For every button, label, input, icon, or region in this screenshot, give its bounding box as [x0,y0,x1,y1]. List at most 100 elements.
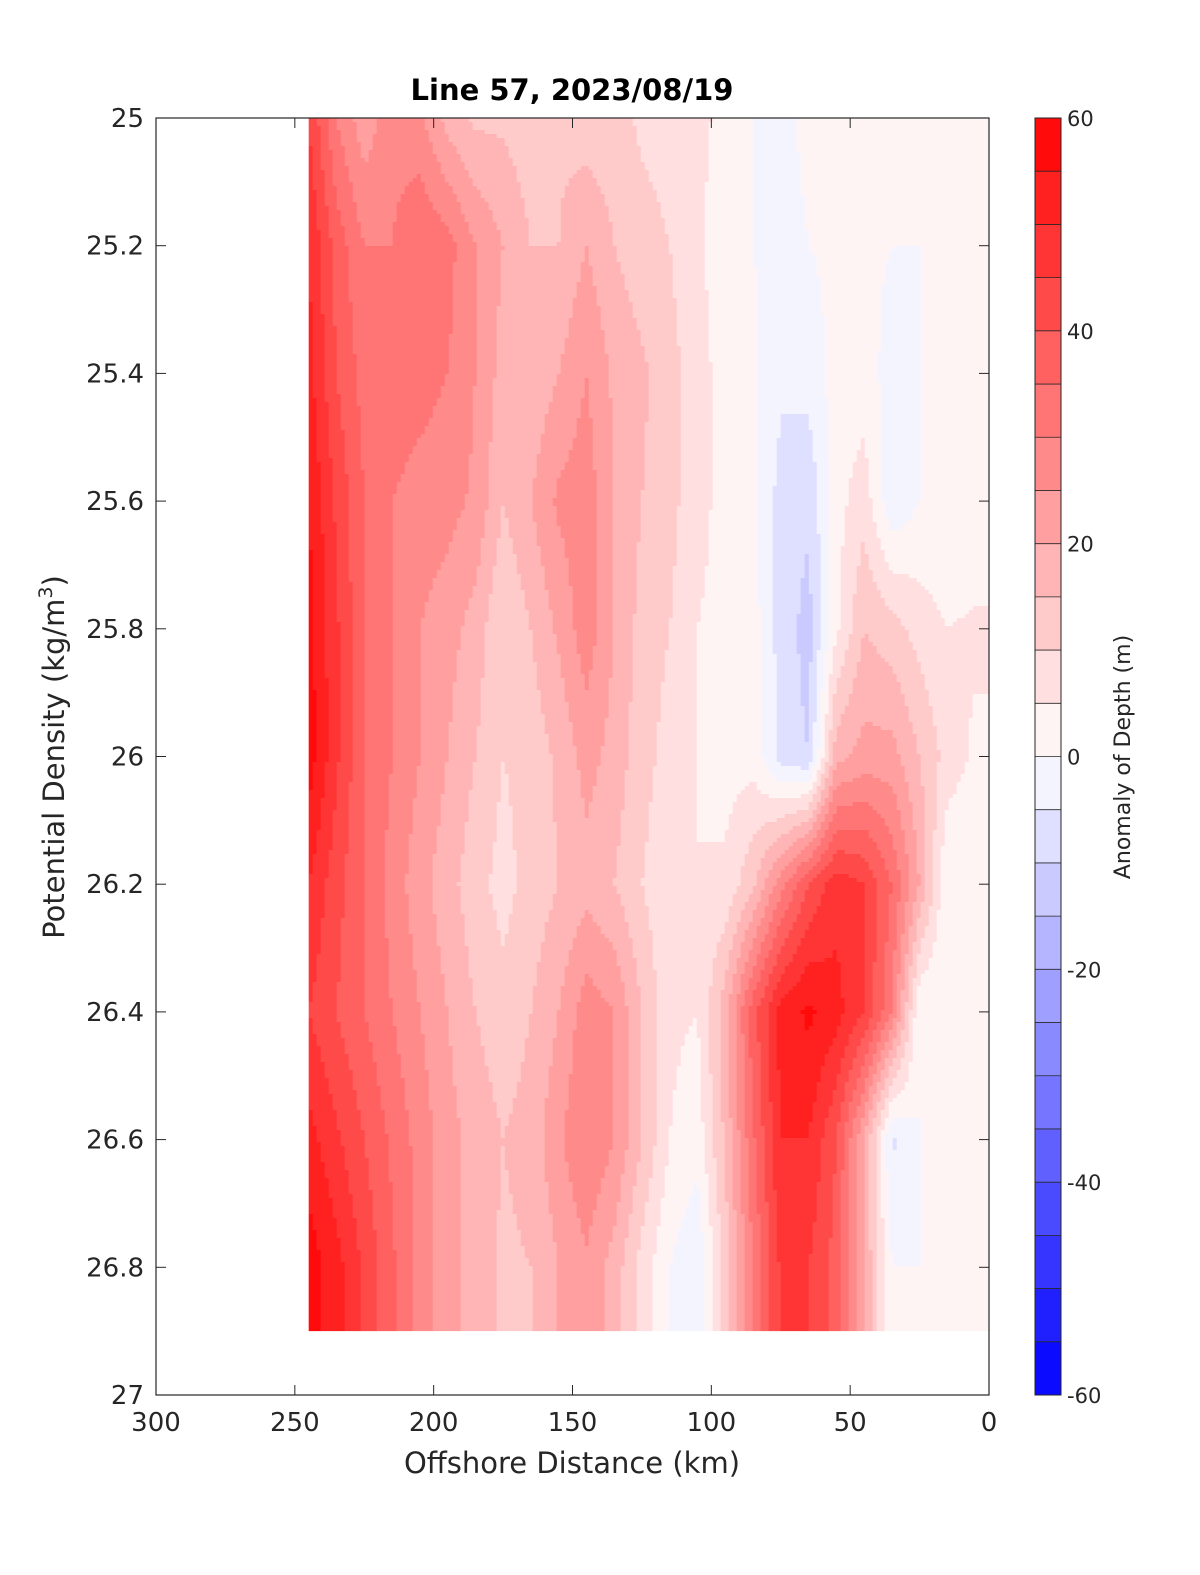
heatmap-cell [809,138,814,143]
heatmap-cell [577,142,582,147]
heatmap-cell [501,150,506,155]
heatmap-cell [505,138,510,143]
heatmap-cell [533,138,538,143]
heatmap-cell [725,122,730,127]
heatmap-cell [313,142,318,147]
heatmap-cell [521,146,526,151]
heatmap-cell [745,134,750,139]
heatmap-cell [673,126,678,131]
heatmap-cell [905,118,910,123]
heatmap-cell [689,134,694,139]
heatmap-cell [425,134,430,139]
heatmap-cell [565,138,570,143]
heatmap-cell [609,138,614,143]
heatmap-cell [829,122,834,127]
heatmap-cell [509,146,514,151]
heatmap-cell [513,146,518,151]
heatmap-cell [949,142,954,147]
heatmap-cell [893,122,898,127]
heatmap-cell [477,146,482,151]
heatmap-cell [449,134,454,139]
heatmap-cell [421,122,426,127]
heatmap-cell [761,126,766,131]
heatmap-cell [357,126,362,131]
heatmap-cell [845,118,850,123]
heatmap-cell [593,146,598,151]
heatmap-cell [705,130,710,135]
heatmap-cell [585,126,590,131]
heatmap-cell [625,134,630,139]
heatmap-cell [381,146,386,151]
heatmap-cell [385,122,390,127]
heatmap-cell [853,146,858,151]
heatmap-cell [469,146,474,151]
heatmap-cell [945,118,950,123]
heatmap-cell [637,138,642,143]
heatmap-cell [637,146,642,151]
heatmap-cell [425,138,430,143]
heatmap-cell [353,138,358,143]
heatmap-cell [809,118,814,123]
heatmap-cell [953,146,958,151]
heatmap-cell [933,122,938,127]
heatmap-cell [345,142,350,147]
heatmap-cell [681,138,686,143]
heatmap-cell [497,134,502,139]
heatmap-cell [933,130,938,135]
heatmap-cell [845,130,850,135]
heatmap-cell [317,126,322,131]
heatmap-cell [913,134,918,139]
heatmap-cell [793,142,798,147]
heatmap-cell [569,142,574,147]
heatmap-cell [609,126,614,131]
heatmap-cell [397,118,402,123]
heatmap-cell [509,126,514,131]
heatmap-cell [365,118,370,123]
heatmap-cell [897,138,902,143]
heatmap-cell [785,134,790,139]
heatmap-cell [685,118,690,123]
heatmap-cell [325,134,330,139]
heatmap-cell [317,138,322,143]
heatmap-cell [517,138,522,143]
heatmap-cell [933,134,938,139]
heatmap-cell [937,122,942,127]
heatmap-cell [977,142,982,147]
heatmap-cell [353,146,358,151]
heatmap-cell [457,122,462,127]
heatmap-cell [401,150,406,155]
heatmap-cell [409,150,414,155]
heatmap-cell [825,126,830,131]
heatmap-cell [697,142,702,147]
heatmap-cell [821,130,826,135]
heatmap-cell [969,126,974,131]
heatmap-cell [545,122,550,127]
heatmap-cell [545,134,550,139]
heatmap-cell [409,142,414,147]
heatmap-cell [533,122,538,127]
heatmap-cell [441,146,446,151]
heatmap-cell [889,146,894,151]
heatmap-cell [493,126,498,131]
heatmap-cell [985,122,989,127]
heatmap-cell [765,118,770,123]
heatmap-cell [541,138,546,143]
heatmap-cell [965,126,970,131]
heatmap-cell [741,134,746,139]
heatmap-cell [793,122,798,127]
heatmap-cell [669,118,674,123]
heatmap-cell [881,126,886,131]
heatmap-cell [833,130,838,135]
heatmap-cell [721,126,726,131]
heatmap-cell [377,118,382,123]
heatmap-cell [721,146,726,151]
heatmap-cell [853,138,858,143]
heatmap-cell [593,118,598,123]
heatmap-cell [861,134,866,139]
heatmap-cell [937,134,942,139]
heatmap-cell [621,118,626,123]
heatmap-cell [845,134,850,139]
heatmap-cell [725,138,730,143]
heatmap-cell [449,146,454,151]
heatmap-cell [953,118,958,123]
